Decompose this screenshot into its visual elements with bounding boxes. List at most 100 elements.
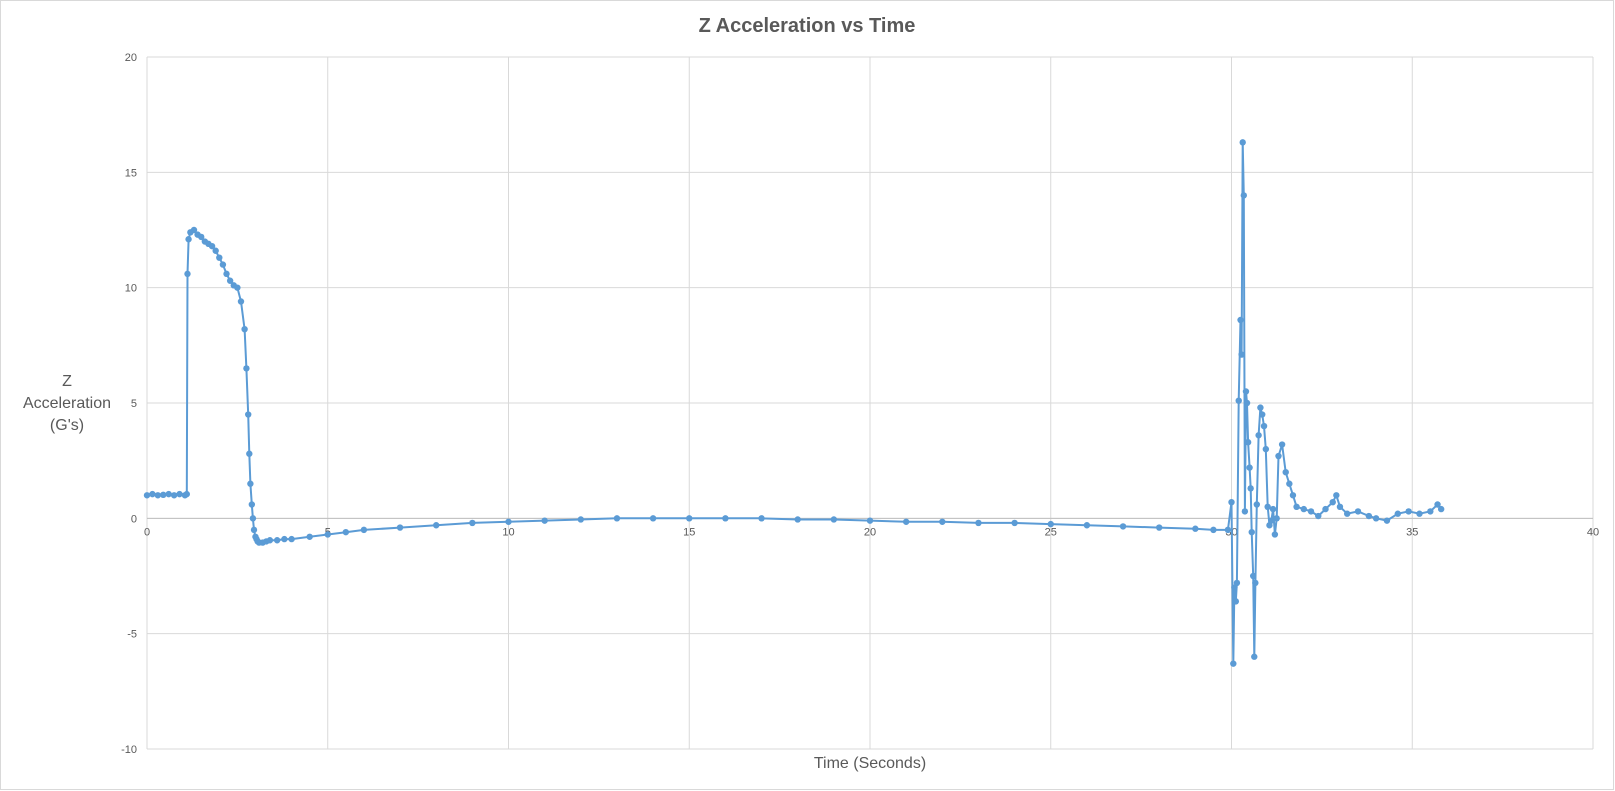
data-point	[1278, 441, 1286, 448]
data-point	[1156, 524, 1163, 531]
data-point	[1047, 520, 1054, 528]
data-point	[577, 516, 584, 523]
data-point	[1083, 522, 1091, 529]
data-point	[1235, 397, 1242, 404]
data-point	[1253, 501, 1261, 508]
data-point	[306, 533, 313, 540]
y-tick-label: -10	[121, 744, 137, 756]
data-point	[243, 365, 250, 372]
data-point	[1329, 498, 1336, 506]
data-point	[1269, 505, 1277, 513]
data-point	[1434, 501, 1441, 508]
x-tick-label: 35	[1406, 526, 1418, 538]
data-point	[1416, 510, 1423, 517]
data-point	[1282, 469, 1289, 476]
data-point	[830, 516, 838, 523]
data-point	[794, 516, 801, 523]
data-point	[183, 490, 190, 498]
data-point	[1264, 503, 1271, 510]
data-point	[160, 491, 167, 499]
data-point	[223, 270, 230, 278]
data-point	[1238, 351, 1245, 358]
data-point	[505, 518, 512, 525]
data-point	[1248, 528, 1255, 536]
data-point	[237, 298, 245, 305]
data-point	[541, 517, 548, 524]
y-axis-title-line-1: Z	[62, 373, 72, 390]
y-tick-label: 10	[125, 283, 137, 295]
data-point	[288, 535, 295, 543]
data-point	[1365, 512, 1373, 520]
y-tick-label: -5	[127, 629, 137, 641]
data-point	[1210, 526, 1217, 534]
data-point	[1372, 515, 1380, 522]
data-point	[226, 277, 234, 284]
data-point	[149, 490, 156, 498]
data-point	[1246, 464, 1253, 471]
data-point	[1192, 525, 1199, 532]
data-point	[722, 515, 729, 522]
data-point	[866, 517, 874, 524]
data-point	[686, 515, 693, 522]
data-point	[1322, 505, 1329, 513]
data-point	[281, 535, 288, 543]
data-point	[249, 515, 257, 522]
data-point	[1262, 445, 1270, 453]
data-point	[1239, 139, 1246, 146]
x-tick-label: 25	[1045, 526, 1057, 538]
x-tick-label: 15	[683, 526, 695, 538]
data-point	[216, 254, 223, 261]
y-tick-label: 20	[125, 52, 137, 64]
x-tick-label: 10	[502, 526, 514, 538]
data-point	[433, 522, 440, 529]
data-point	[208, 242, 216, 250]
data-point	[649, 515, 657, 522]
data-point	[234, 284, 241, 291]
data-point	[1260, 422, 1268, 430]
data-point	[1405, 508, 1412, 515]
x-tick-label: 0	[144, 526, 150, 538]
data-point	[1333, 492, 1340, 499]
y-tick-label: 0	[131, 513, 137, 525]
data-point	[1336, 503, 1344, 510]
data-point	[1252, 579, 1259, 587]
data-point	[245, 411, 252, 418]
data-point	[1251, 653, 1258, 660]
data-point	[613, 515, 621, 522]
data-point	[246, 450, 253, 457]
data-point	[360, 526, 368, 534]
data-point	[1289, 492, 1297, 499]
data-point	[1275, 452, 1282, 460]
x-tick-label: 20	[864, 526, 876, 538]
data-point	[1255, 432, 1262, 439]
data-point	[198, 233, 205, 241]
data-point	[975, 519, 982, 527]
data-point	[1247, 485, 1254, 492]
data-point	[273, 537, 281, 544]
data-point	[1427, 508, 1434, 515]
data-point	[1259, 411, 1266, 418]
data-point	[154, 492, 162, 499]
data-point	[902, 518, 910, 525]
data-point	[324, 531, 331, 538]
data-point	[342, 528, 350, 536]
data-point	[1242, 388, 1250, 395]
y-axis-title: Z Acceleration (G's)	[7, 371, 127, 437]
y-tick-label: 5	[131, 398, 137, 410]
data-point	[1237, 316, 1244, 324]
data-point	[1300, 505, 1308, 513]
data-point	[1230, 660, 1237, 667]
data-point	[1343, 510, 1351, 517]
data-point	[247, 480, 254, 487]
data-point	[250, 526, 258, 534]
data-point	[1244, 439, 1252, 446]
data-point	[1268, 517, 1275, 524]
data-point	[1240, 192, 1247, 199]
data-point	[1241, 508, 1249, 515]
data-point	[1249, 572, 1257, 580]
data-point	[1354, 508, 1362, 515]
data-point	[170, 492, 178, 499]
data-point	[1293, 503, 1300, 510]
data-point	[176, 490, 183, 498]
